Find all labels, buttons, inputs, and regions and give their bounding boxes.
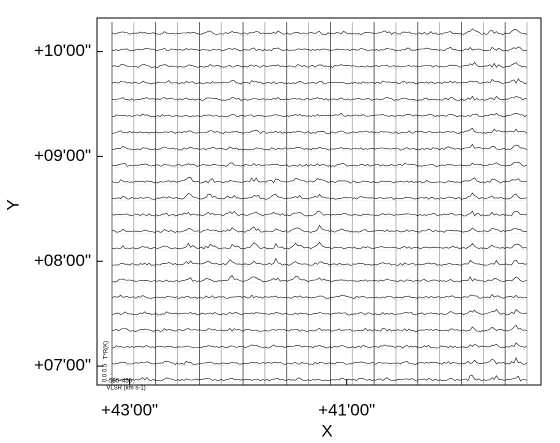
inset-intensity-tick: 0.0 [103, 373, 109, 382]
spectrum-row [111, 357, 528, 365]
spectrum-row [111, 176, 528, 184]
spectrum-row [111, 192, 528, 200]
x-axis-label: X [321, 421, 332, 440]
x-tick-label: +43'00" [101, 400, 158, 419]
spectrum-row [111, 61, 528, 68]
spectrum-row [111, 342, 528, 349]
y-tick-label: +10'00" [34, 41, 91, 60]
spectrum-row [111, 210, 528, 217]
spectrum-row [111, 275, 528, 283]
y-axis-label: Y [3, 199, 22, 210]
inset-velocity-label: VLSR (km s-1) [106, 386, 145, 392]
spectrum-row [111, 112, 528, 118]
y-tick-label: +09'00" [34, 146, 91, 165]
spectrum-row [111, 127, 528, 134]
spectrum-row [111, 78, 528, 85]
plot-frame [96, 17, 542, 386]
spectrum-row [111, 224, 528, 233]
x-tick-label: +41'00" [318, 400, 375, 419]
spectrum-row [111, 95, 528, 101]
spectrum-row [111, 257, 528, 266]
spectrum-row [112, 161, 528, 167]
spectrum-row [111, 324, 528, 332]
inset-intensity-label: T*R(K) [104, 341, 110, 359]
spectrum-row [111, 375, 528, 382]
inset-velocity-tick: -450 [120, 379, 133, 385]
spectrum-row [111, 143, 528, 151]
spectrum-row [111, 28, 528, 35]
spectrum-row [111, 293, 528, 299]
spectrum-row [111, 46, 528, 52]
y-tick-label: +08'00" [34, 251, 91, 270]
inset-intensity-tick: 0.5 [103, 363, 109, 372]
inset-velocity-tick: -550 [107, 379, 120, 385]
y-tick-label: +07'00" [34, 356, 91, 375]
spectrum-row [111, 308, 527, 316]
spectra-grid [111, 22, 528, 385]
spectrum-row [111, 241, 528, 250]
